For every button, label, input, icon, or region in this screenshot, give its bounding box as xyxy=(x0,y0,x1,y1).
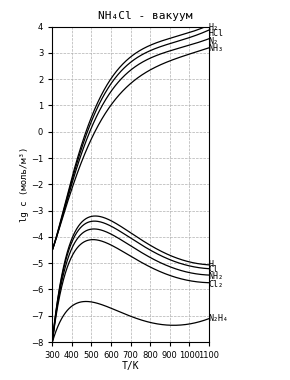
Text: Cl₂: Cl₂ xyxy=(209,280,223,289)
Text: H: H xyxy=(209,260,213,269)
Text: HCl: HCl xyxy=(209,28,223,38)
Text: NH₃: NH₃ xyxy=(209,44,223,54)
Text: NH₂: NH₂ xyxy=(209,272,223,281)
Text: H₂: H₂ xyxy=(209,24,218,32)
Text: NH₄Cl - вакуум: NH₄Cl - вакуум xyxy=(98,11,192,21)
Text: N₂H₄: N₂H₄ xyxy=(209,314,229,323)
X-axis label: T/K: T/K xyxy=(122,361,139,371)
Text: Cl: Cl xyxy=(209,265,218,274)
Y-axis label: lg c (моль/м³): lg c (моль/м³) xyxy=(20,147,29,222)
Text: N₂: N₂ xyxy=(209,36,218,46)
